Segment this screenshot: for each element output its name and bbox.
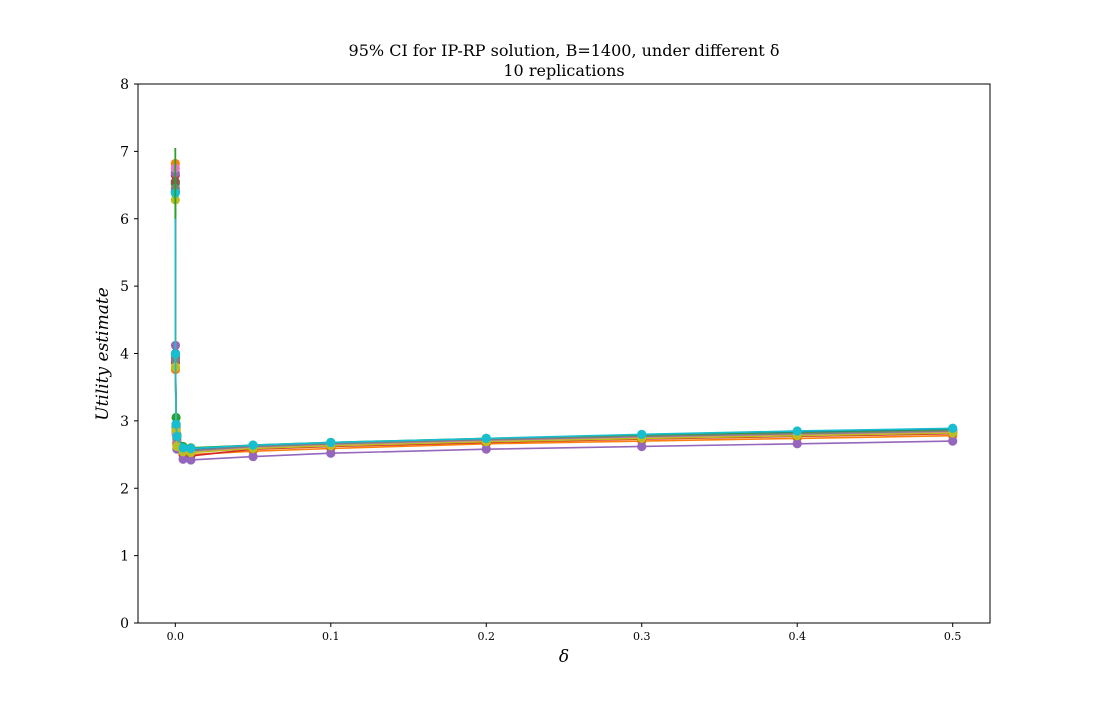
y-tick-label: 4: [120, 347, 129, 363]
y-tick-label: 0: [120, 616, 129, 632]
data-point: [637, 441, 647, 452]
x-axis: 0.0 0.1 0.2 0.3 0.4 0.5: [167, 623, 962, 643]
series-line: [174, 183, 953, 449]
series-line: [174, 174, 953, 457]
data-point: [186, 443, 196, 454]
data-point: [172, 431, 182, 441]
series-6: [170, 177, 958, 457]
data-point: [481, 433, 491, 443]
series-7: [170, 163, 958, 456]
x-axis-label: δ: [559, 647, 569, 667]
series-line: [174, 181, 953, 453]
data-point: [326, 448, 336, 458]
series-4: [170, 170, 958, 461]
data-point: [248, 440, 258, 450]
data-point: [326, 437, 336, 448]
series-2: [170, 158, 958, 460]
plot-area-frame: [137, 83, 991, 624]
x-tick-label: 0.5: [944, 630, 962, 643]
series-1: [170, 187, 958, 455]
series-line: [174, 188, 953, 452]
data-point: [178, 454, 188, 464]
series-line: [174, 193, 953, 450]
series-line: [174, 199, 953, 454]
series-line: [174, 168, 953, 452]
data-point: [186, 455, 196, 465]
x-tick-label: 0.2: [478, 630, 496, 643]
data-point: [948, 436, 958, 446]
x-tick-label: 0.0: [167, 630, 185, 643]
y-tick-label: 3: [120, 414, 129, 430]
data-point: [170, 349, 181, 359]
data-point: [171, 419, 181, 429]
series-8: [170, 183, 958, 456]
y-tick-label: 6: [120, 212, 129, 228]
series-line: [174, 191, 953, 451]
data-point: [637, 429, 647, 439]
data-point: [481, 444, 491, 454]
chart-subtitle: 10 replications: [503, 61, 624, 80]
data-point: [792, 426, 802, 436]
series-line: [174, 163, 953, 456]
x-tick-label: 0.1: [322, 630, 340, 643]
y-tick-label: 2: [120, 481, 129, 497]
series-3: [170, 179, 958, 453]
data-point: [178, 443, 188, 453]
x-tick-label: 0.4: [788, 630, 806, 643]
series-10: [170, 188, 958, 454]
y-tick-label: 5: [120, 279, 129, 295]
data-point: [248, 451, 258, 462]
y-axis: 0 1 2 3 4 5 6 7 8: [120, 77, 138, 632]
series-9: [170, 195, 958, 458]
y-tick-label: 8: [120, 77, 129, 93]
y-tick-label: 7: [120, 144, 129, 160]
chart-title: 95% CI for IP-RP solution, B=1400, under…: [349, 41, 780, 60]
series-layer: [170, 158, 958, 465]
y-tick-label: 1: [120, 549, 129, 565]
y-axis-label: Utility estimate: [93, 287, 113, 421]
series-line: [174, 172, 953, 461]
data-point: [792, 439, 802, 449]
data-point: [948, 423, 958, 433]
x-tick-label: 0.3: [633, 630, 651, 643]
series-5: [170, 168, 958, 465]
